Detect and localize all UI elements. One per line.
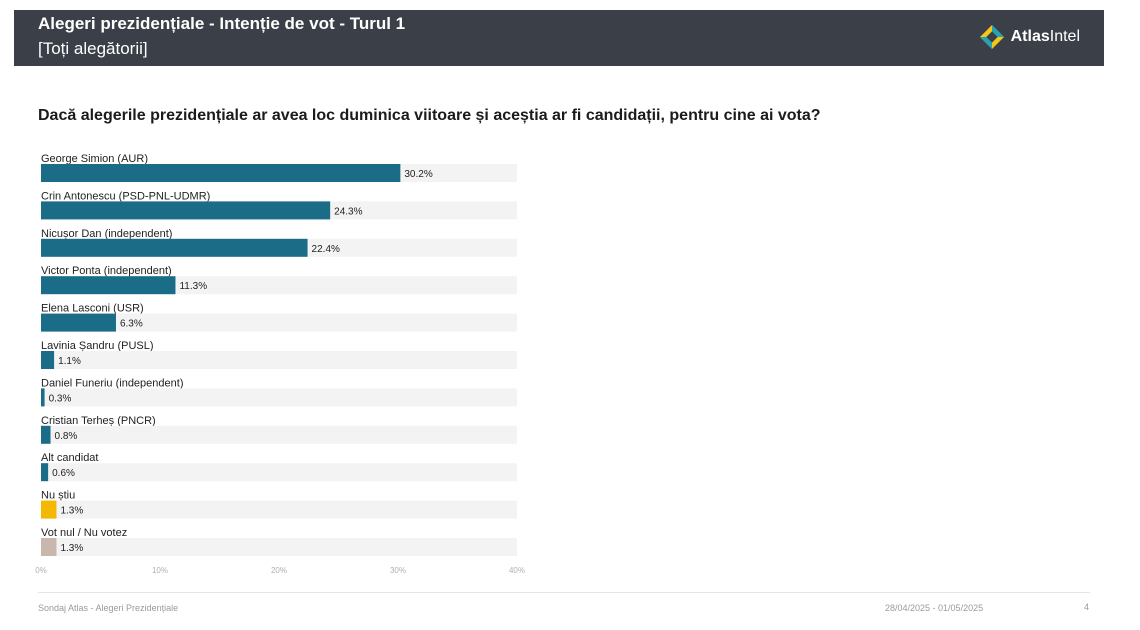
brand-name-light: Intel	[1049, 28, 1080, 45]
bar-value-label: 1.3%	[60, 543, 83, 554]
footer-divider	[38, 592, 1090, 593]
bar-value-label: 0.3%	[49, 393, 72, 404]
bar-track	[41, 388, 517, 407]
bar-value-label: 1.3%	[60, 506, 83, 517]
brand-name-bold: Atlas	[1010, 28, 1050, 45]
bar	[41, 388, 45, 407]
bar-category-label: Victor Ponta (independent)	[41, 265, 172, 277]
bar-category-label: George Simion (AUR)	[41, 153, 148, 165]
x-axis-tick-label: 0%	[35, 566, 47, 575]
bar-value-label: 0.6%	[52, 468, 75, 479]
x-axis-tick-label: 20%	[271, 566, 287, 575]
bar-track	[41, 313, 517, 332]
brand-name: AtlasIntel	[1011, 28, 1080, 46]
bar-track	[41, 500, 517, 519]
bar-value-label: 6.3%	[120, 319, 143, 330]
bar-category-label: Vot nul / Nu votez	[41, 527, 127, 539]
bar-track	[41, 425, 517, 444]
bar-category-label: Nu știu	[41, 490, 75, 502]
report-title: Alegeri prezidențiale - Intenție de vot …	[38, 14, 406, 33]
bar-category-label: Daniel Funeriu (independent)	[41, 377, 183, 389]
footer-source: Sondaj Atlas - Alegeri Prezidențiale	[38, 603, 179, 613]
bar-category-label: Nicușor Dan (independent)	[41, 228, 172, 240]
atlasintel-logo: AtlasIntel	[979, 23, 1080, 51]
bar-value-label: 24.3%	[334, 206, 362, 217]
bar-track	[41, 463, 517, 482]
bar	[41, 164, 401, 182]
page-number: 4	[1084, 602, 1090, 612]
poll-question: Dacă alegerile prezidențiale ar avea loc…	[38, 107, 821, 124]
bar-category-label: Cristian Terheș (PNCR)	[41, 415, 156, 427]
bar	[41, 351, 55, 369]
bar	[41, 425, 51, 444]
bar	[41, 500, 57, 519]
bar-value-label: 1.1%	[58, 356, 81, 367]
bar	[41, 238, 308, 257]
report-subtitle: [Toți alegătorii]	[38, 39, 148, 58]
footer-date-range: 28/04/2025 - 01/05/2025	[885, 603, 984, 613]
bar-category-label: Crin Antonescu (PSD-PNL-UDMR)	[41, 190, 210, 202]
x-axis-tick-label: 30%	[390, 566, 406, 575]
bar-value-label: 30.2%	[404, 169, 432, 180]
bar	[41, 313, 116, 332]
bar-track	[41, 351, 517, 369]
bar-value-label: 22.4%	[312, 244, 340, 255]
x-axis-tick-label: 40%	[509, 566, 525, 575]
bar-category-label: Elena Lasconi (USR)	[41, 303, 144, 315]
bar-value-label: 0.8%	[55, 431, 78, 442]
bar-category-label: Lavinia Șandru (PUSL)	[41, 340, 154, 352]
x-axis-tick-label: 10%	[152, 566, 168, 575]
bar	[41, 463, 49, 482]
bar-category-label: Alt candidat	[41, 452, 98, 464]
atlasintel-logo-icon	[979, 25, 1004, 49]
bar	[41, 201, 331, 220]
report-header: Alegeri prezidențiale - Intenție de vot …	[14, 10, 1104, 66]
bar-track	[41, 538, 517, 556]
bar	[41, 538, 57, 556]
bar	[41, 276, 176, 295]
bar-value-label: 11.3%	[179, 281, 207, 292]
